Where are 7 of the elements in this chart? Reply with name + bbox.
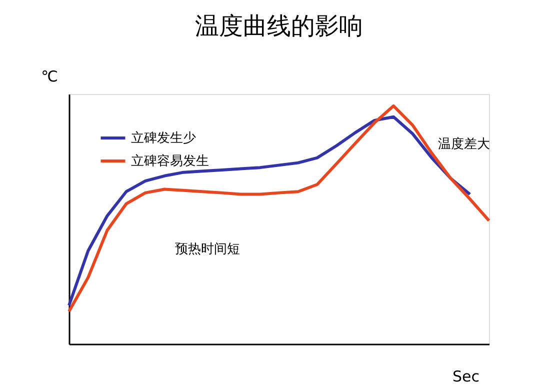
legend-label: 立碑容易发生: [131, 153, 209, 169]
annotation: 温度差大: [438, 136, 490, 152]
legend-label: 立碑发生少: [131, 130, 196, 146]
y-axis-title: ℃: [41, 68, 58, 86]
annotation: 预热时间短: [175, 242, 240, 257]
x-axis-title: Sec: [452, 368, 480, 386]
chart-title: 温度曲线的影响: [195, 12, 363, 40]
